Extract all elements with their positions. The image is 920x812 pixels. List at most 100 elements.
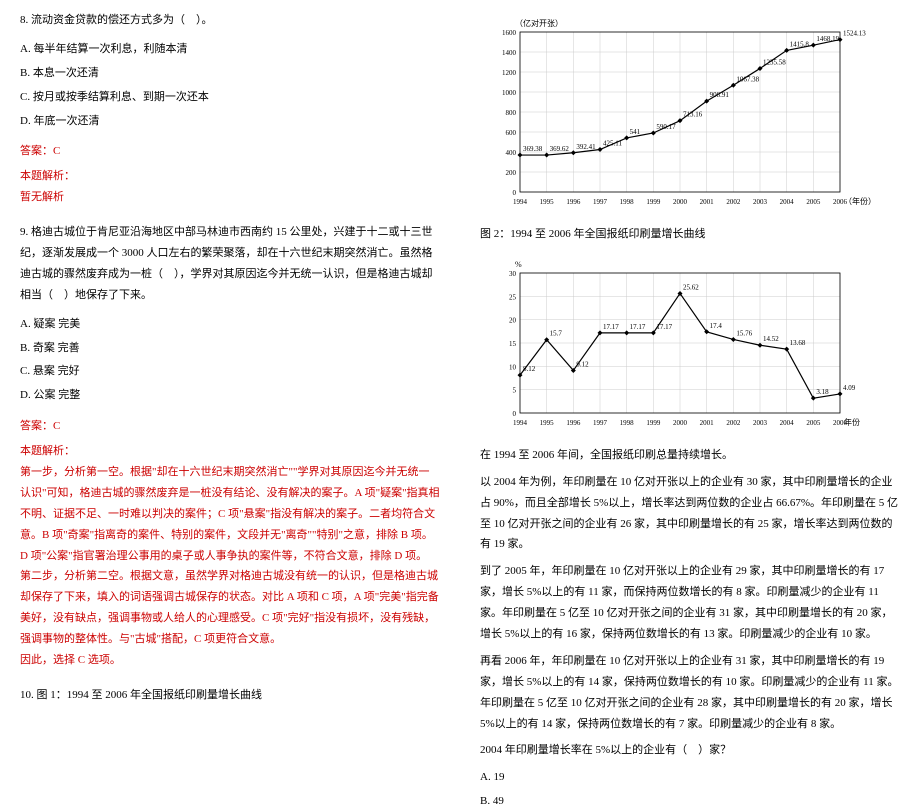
svg-text:25: 25 xyxy=(509,293,517,301)
svg-text:4.09: 4.09 xyxy=(843,384,856,392)
svg-text:年份: 年份 xyxy=(844,417,860,427)
svg-text:25.62: 25.62 xyxy=(683,283,699,291)
svg-text:800: 800 xyxy=(506,109,517,117)
svg-text:1200: 1200 xyxy=(502,69,517,77)
svg-text:3.18: 3.18 xyxy=(816,388,829,396)
para4: 再看 2006 年，年印刷量在 10 亿对开张以上的企业有 31 家，其中印刷量… xyxy=(480,651,900,735)
svg-text:1998: 1998 xyxy=(620,419,635,427)
svg-text:369.38: 369.38 xyxy=(523,145,543,153)
q10-lead: 10. 图 1：1994 至 2006 年全国报纸印刷量增长曲线 xyxy=(20,685,440,706)
svg-text:（年份）: （年份） xyxy=(844,196,876,206)
right-column: （亿对开张）0200400600800100012001400160019941… xyxy=(460,0,920,651)
q9-opt-d: D. 公案 完整 xyxy=(20,385,440,406)
svg-text:2005: 2005 xyxy=(806,198,821,206)
q9-analysis-body: 第一步，分析第一空。根据"却在十六世纪末期突然消亡""学界对其原因迄今并无统一认… xyxy=(20,462,440,671)
q9-stem: 9. 格迪古城位于肯尼亚沿海地区中部马林迪市西南约 15 公里处，兴建于十二或十… xyxy=(20,222,440,306)
svg-text:369.62: 369.62 xyxy=(550,145,570,153)
svg-text:17.17: 17.17 xyxy=(603,323,619,331)
svg-text:1235.58: 1235.58 xyxy=(763,58,786,66)
q8-opt-b: B. 本息一次还清 xyxy=(20,63,440,84)
svg-text:590.17: 590.17 xyxy=(656,123,676,131)
chart2-caption: 图 2：1994 至 2006 年全国报纸印刷量增长曲线 xyxy=(480,224,900,245)
q8-answer: 答案：C xyxy=(20,141,440,162)
svg-text:1999: 1999 xyxy=(646,419,661,427)
svg-text:1524.13: 1524.13 xyxy=(843,30,866,38)
q9-opt-a: A. 疑案 完美 xyxy=(20,314,440,335)
svg-text:200: 200 xyxy=(506,169,517,177)
svg-text:908.91: 908.91 xyxy=(710,91,730,99)
q8-opt-c: C. 按月或按季结算利息、到期一次还本 xyxy=(20,87,440,108)
svg-text:17.4: 17.4 xyxy=(710,322,723,330)
svg-text:1996: 1996 xyxy=(566,198,581,206)
svg-text:2004: 2004 xyxy=(780,198,795,206)
svg-text:425.11: 425.11 xyxy=(603,139,622,147)
svg-text:1468.19: 1468.19 xyxy=(816,35,839,43)
q8-analysis-body: 暂无解析 xyxy=(20,187,440,208)
svg-text:1997: 1997 xyxy=(593,198,608,206)
svg-text:5: 5 xyxy=(513,387,517,395)
svg-text:2001: 2001 xyxy=(700,198,715,206)
svg-text:2005: 2005 xyxy=(806,419,821,427)
svg-text:15.7: 15.7 xyxy=(550,330,563,338)
svg-text:600: 600 xyxy=(506,129,517,137)
q8-analysis-label: 本题解析： xyxy=(20,166,440,187)
svg-text:17.17: 17.17 xyxy=(656,323,672,331)
svg-text:0: 0 xyxy=(513,410,517,418)
svg-text:2004: 2004 xyxy=(780,419,795,427)
svg-text:（亿对开张）: （亿对开张） xyxy=(515,18,563,28)
svg-text:10: 10 xyxy=(509,363,517,371)
svg-text:713.16: 713.16 xyxy=(683,111,703,119)
svg-text:1067.38: 1067.38 xyxy=(736,75,759,83)
svg-text:1415.8: 1415.8 xyxy=(790,40,810,48)
svg-text:1997: 1997 xyxy=(593,419,608,427)
svg-text:15: 15 xyxy=(509,340,517,348)
q9-answer: 答案：C xyxy=(20,416,440,437)
left-column: 8. 流动资金贷款的偿还方式多为（ ）。 A. 每半年结算一次利息，利随本清 B… xyxy=(0,0,460,651)
svg-text:541: 541 xyxy=(630,128,641,136)
svg-text:2000: 2000 xyxy=(673,419,688,427)
q10-opt-b: B. 49 xyxy=(480,791,900,812)
svg-text:2000: 2000 xyxy=(673,198,688,206)
svg-text:0: 0 xyxy=(513,189,517,197)
para3: 到了 2005 年，年印刷量在 10 亿对开张以上的企业有 29 家，其中印刷量… xyxy=(480,561,900,645)
svg-text:2003: 2003 xyxy=(753,419,768,427)
svg-text:20: 20 xyxy=(509,317,517,325)
q9-opt-b: B. 奇案 完善 xyxy=(20,338,440,359)
para1: 在 1994 至 2006 年间，全国报纸印刷总量持续增长。 xyxy=(480,445,900,466)
chart1-container: （亿对开张） 0 200 400 600 800 1000 1200 1400 1600 1994 1… xyxy=(480,14,880,214)
svg-text:14.52: 14.52 xyxy=(763,335,779,343)
svg-text:400: 400 xyxy=(506,149,517,157)
svg-text:1999: 1999 xyxy=(646,198,661,206)
svg-text:1998: 1998 xyxy=(620,198,635,206)
svg-text:30: 30 xyxy=(509,270,517,278)
chart1: （亿对开张） 0 200 400 600 800 1000 1200 1400 1600 1994 1… xyxy=(480,14,880,214)
svg-text:392.41: 392.41 xyxy=(576,143,596,151)
svg-text:9.12: 9.12 xyxy=(576,360,589,368)
svg-text:2001: 2001 xyxy=(700,419,715,427)
svg-text:13.68: 13.68 xyxy=(790,339,806,347)
svg-text:1996: 1996 xyxy=(566,419,581,427)
svg-text:8.12: 8.12 xyxy=(523,365,536,373)
q9-analysis-label: 本题解析： xyxy=(20,441,440,462)
svg-text:2002: 2002 xyxy=(726,198,741,206)
svg-text:2003: 2003 xyxy=(753,198,768,206)
q10-opt-a: A. 19 xyxy=(480,767,900,788)
svg-text:1994: 1994 xyxy=(513,198,528,206)
para2: 以 2004 年为例，年印刷量在 10 亿对开张以上的企业有 30 家，其中印刷… xyxy=(480,472,900,556)
svg-text:1995: 1995 xyxy=(540,419,555,427)
svg-text:1600: 1600 xyxy=(502,29,517,37)
chart2-container: % 0 5 10 15 20 25 30 1994 1995 1996 1997 1998 1999 200… xyxy=(480,255,880,435)
svg-text:15.76: 15.76 xyxy=(736,329,752,337)
svg-text:1000: 1000 xyxy=(502,89,517,97)
svg-text:1995: 1995 xyxy=(540,198,555,206)
chart2: % 0 5 10 15 20 25 30 1994 1995 1996 1997 1998 1999 200… xyxy=(480,255,880,435)
q8-opt-d: D. 年底一次还清 xyxy=(20,111,440,132)
svg-text:17.17: 17.17 xyxy=(630,323,646,331)
svg-text:1400: 1400 xyxy=(502,49,517,57)
svg-text:%: % xyxy=(515,260,522,269)
q9-opt-c: C. 悬案 完好 xyxy=(20,361,440,382)
svg-text:2002: 2002 xyxy=(726,419,741,427)
q10-question: 2004 年印刷量增长率在 5%以上的企业有（ ）家？ xyxy=(480,740,900,761)
q8-stem: 8. 流动资金贷款的偿还方式多为（ ）。 xyxy=(20,10,440,31)
svg-text:1994: 1994 xyxy=(513,419,528,427)
